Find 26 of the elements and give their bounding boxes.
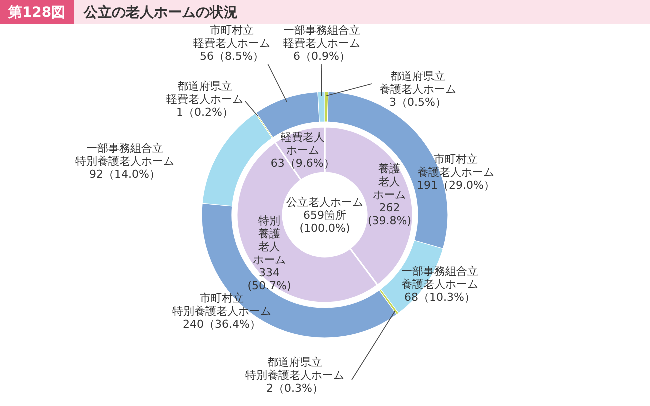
data-label: 191（29.0%） [417,179,495,192]
data-label: 56（8.5%） [200,50,264,63]
text: 公立老人ホーム 659箇所 (100.0%) [286,196,364,235]
slice-label: 一部事務組合立軽費老人ホーム [284,24,360,50]
chart-title: 公立の老人ホームの状況 [83,4,238,21]
data-label: 6（0.9%） [294,50,350,63]
slice-label: 都道府県立軽費老人ホーム [166,80,244,106]
data-label: 2（0.3%） [266,382,324,395]
data-label: 262 (39.8%) [368,201,412,228]
data-label: 68（10.3%） [404,291,476,304]
chart-subtitle: 第128図 [7,5,66,21]
data-label: 92（14.0%） [90,168,160,181]
data-label: 3（0.5%） [390,96,446,109]
slice-label: 市町村立養護老人ホーム [418,153,494,179]
slice-label: 都道府県立養護老人ホーム [380,70,456,96]
data-label: 334 (50.7%) [248,266,292,292]
data-label: 240（36.4%） [183,318,261,331]
data-label: 1（0.2%） [176,106,234,119]
slice-label: 一部事務組合立養護老人ホーム [402,265,478,291]
slice-label: 一部事務組合立特別養護老人ホーム [76,142,174,168]
slice-label: 特別養護老人ホーム [253,214,286,266]
slice-label: 都道府県立特別養護老人ホーム [246,356,344,382]
slice-label: 市町村立軽費老人ホーム [194,24,270,50]
data-label: 63（9.6%） [270,156,335,170]
slice-label: 養護老人ホーム [373,162,406,202]
slice-label: 軽費老人ホーム [280,130,325,157]
